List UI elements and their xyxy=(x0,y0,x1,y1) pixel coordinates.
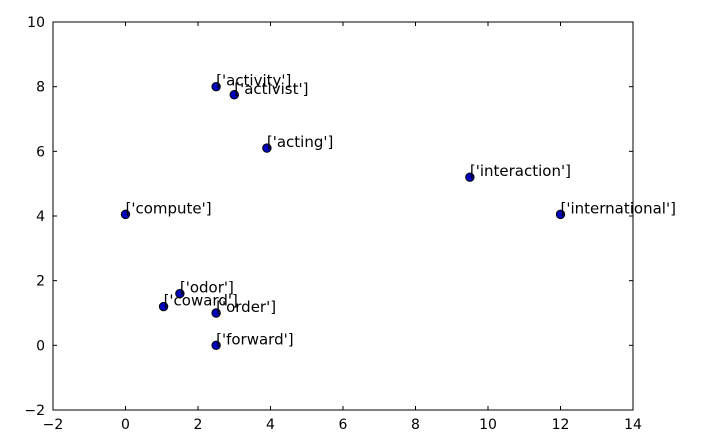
scatter-point xyxy=(555,209,566,220)
y-tick-label: −2 xyxy=(24,403,45,419)
x-tick-label: −2 xyxy=(43,417,64,433)
scatter-point xyxy=(211,81,221,92)
y-tick-label: 0 xyxy=(36,338,45,354)
x-tick-label: 6 xyxy=(339,417,348,433)
x-tick-label: 12 xyxy=(552,417,570,433)
x-tick-label: 0 xyxy=(121,417,130,433)
y-tick-label: 10 xyxy=(27,15,45,31)
x-tick-label: 4 xyxy=(266,417,275,433)
x-tick-label: 8 xyxy=(411,417,420,433)
scatter-point xyxy=(211,340,221,351)
ticks-layer xyxy=(52,21,634,411)
point-label: ['acting'] xyxy=(267,133,333,151)
point-label: ['forward'] xyxy=(216,330,293,348)
scatter-point xyxy=(158,301,169,312)
y-tick-label: 4 xyxy=(36,209,45,225)
y-tick-labels: −2 0 2 4 6 8 10 xyxy=(24,15,45,419)
y-tick-label: 6 xyxy=(36,144,45,160)
point-label: ['international'] xyxy=(561,199,676,217)
point-label: ['activity'] xyxy=(216,72,291,90)
point-label: ['interaction'] xyxy=(470,162,571,180)
y-tick-label: 8 xyxy=(36,80,45,96)
y-tick-label: 2 xyxy=(36,274,45,290)
point-label: ['odor'] xyxy=(180,279,234,297)
x-tick-label: 2 xyxy=(194,417,203,433)
x-tick-label: 14 xyxy=(624,417,642,433)
point-label: ['coward'] xyxy=(164,292,238,310)
scatter-point xyxy=(120,209,131,220)
x-tick-labels: −2 0 2 4 6 8 10 12 14 xyxy=(43,417,642,433)
point-label: ['order'] xyxy=(216,298,276,316)
scatter-point xyxy=(229,90,239,100)
points-layer xyxy=(120,81,566,351)
point-label: ['activist'] xyxy=(234,80,308,98)
labels-layer: ['activity']['activist'] ['acting'] ['inte… xyxy=(126,72,676,349)
point-label: ['compute'] xyxy=(126,199,212,217)
scatter-point xyxy=(262,143,272,153)
scatter-point xyxy=(465,172,475,182)
scatter-point xyxy=(211,308,221,318)
scatter-point xyxy=(175,288,185,299)
plot-area xyxy=(53,22,633,410)
x-tick-label: 10 xyxy=(479,417,497,433)
